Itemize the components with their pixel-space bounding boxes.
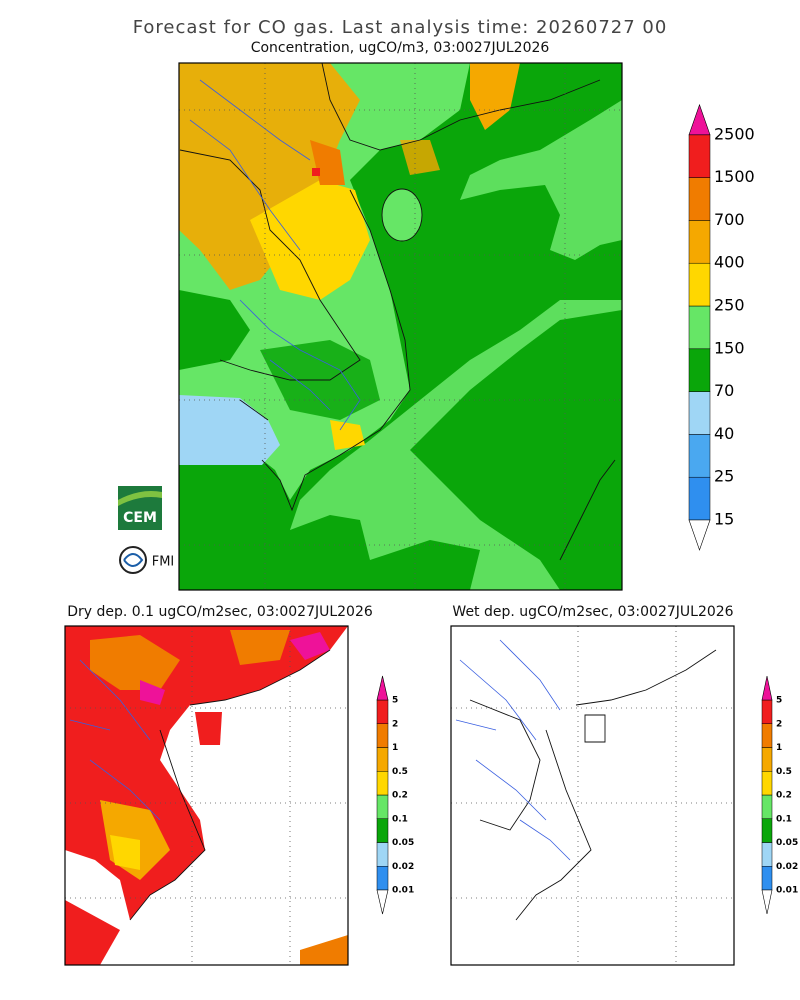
colorbar-segment xyxy=(376,866,389,891)
colorbar-segment xyxy=(761,866,773,891)
colorbar-label: 0.1 xyxy=(392,814,408,824)
colorbar-label: 1500 xyxy=(714,167,755,186)
colorbar-label: 1 xyxy=(392,743,398,753)
main-subtitle: Concentration, ugCO/m3, 03:0027JUL2026 xyxy=(251,40,550,56)
colorbar-segment xyxy=(688,134,711,178)
colorbar-label: 2500 xyxy=(714,124,755,143)
colorbar-segment xyxy=(761,818,773,843)
wet-map xyxy=(450,625,735,966)
wet-subtitle: Wet dep. ugCO/m2sec, 03:0027JUL2026 xyxy=(452,604,733,620)
colorbar-label: 0.05 xyxy=(776,838,798,848)
colorbar-over xyxy=(688,103,711,136)
colorbar-label: 1 xyxy=(776,743,782,753)
colorbar-segment xyxy=(688,348,711,392)
colorbar-segment xyxy=(761,699,773,724)
colorbar-segment xyxy=(761,771,773,796)
colorbar-label: 70 xyxy=(714,381,734,400)
colorbar-label: 2 xyxy=(776,719,782,729)
colorbar-over xyxy=(761,675,773,701)
colorbar-segment xyxy=(688,476,711,521)
colorbar-label: 250 xyxy=(714,296,745,315)
colorbar-label: 0.01 xyxy=(392,886,414,896)
colorbar-over xyxy=(376,675,389,701)
colorbar-segment xyxy=(688,177,711,221)
colorbar-segment xyxy=(761,842,773,867)
colorbar-label: 0.02 xyxy=(776,862,798,872)
colorbar-under xyxy=(376,889,389,915)
colorbar-segment xyxy=(376,842,389,867)
page-title: Forecast for CO gas. Last analysis time:… xyxy=(133,17,668,38)
colorbar-label: 0.05 xyxy=(392,838,414,848)
colorbar-under xyxy=(688,519,711,551)
colorbar-label: 150 xyxy=(714,338,745,357)
colorbar-label: 5 xyxy=(392,696,398,706)
cem-text: CEM xyxy=(123,510,157,526)
colorbar-segment xyxy=(376,771,389,796)
colorbar-label: 0.2 xyxy=(776,791,792,801)
fmi-text: FMI xyxy=(152,555,175,570)
colorbar-segment xyxy=(761,747,773,772)
colorbar-label: 0.1 xyxy=(776,814,792,824)
main-map xyxy=(178,62,623,591)
cem-logo: CEM xyxy=(118,486,162,530)
colorbar-label: 25 xyxy=(714,467,734,486)
colorbar-segment xyxy=(376,723,389,748)
colorbar-label: 2 xyxy=(392,719,398,729)
colorbar-segment xyxy=(688,391,711,435)
colorbar-segment xyxy=(688,220,711,264)
colorbar-label: 0.5 xyxy=(392,767,408,777)
colorbar-segment xyxy=(688,262,711,307)
colorbar-label: 700 xyxy=(714,210,745,229)
colorbar-under xyxy=(761,889,773,915)
dry-subtitle: Dry dep. 0.1 ugCO/m2sec, 03:0027JUL2026 xyxy=(67,604,373,620)
colorbar-label: 0.02 xyxy=(392,862,414,872)
colorbar-label: 0.2 xyxy=(392,791,408,801)
colorbar-segment xyxy=(688,434,711,478)
colorbar-segment xyxy=(761,794,773,819)
colorbar-segment xyxy=(761,723,773,748)
colorbar-label: 5 xyxy=(776,696,782,706)
fmi-logo: FMI xyxy=(119,546,175,574)
colorbar-label: 40 xyxy=(714,424,734,443)
colorbar-label: 0.01 xyxy=(776,886,798,896)
colorbar-segment xyxy=(376,818,389,843)
colorbar-label: 15 xyxy=(714,510,734,529)
colorbar-segment xyxy=(376,699,389,724)
colorbar-segment xyxy=(688,305,711,350)
colorbar-label: 0.5 xyxy=(776,767,792,777)
colorbar-segment xyxy=(376,794,389,819)
colorbar-label: 400 xyxy=(714,253,745,272)
colorbar-segment xyxy=(376,747,389,772)
dry-map xyxy=(64,625,349,966)
